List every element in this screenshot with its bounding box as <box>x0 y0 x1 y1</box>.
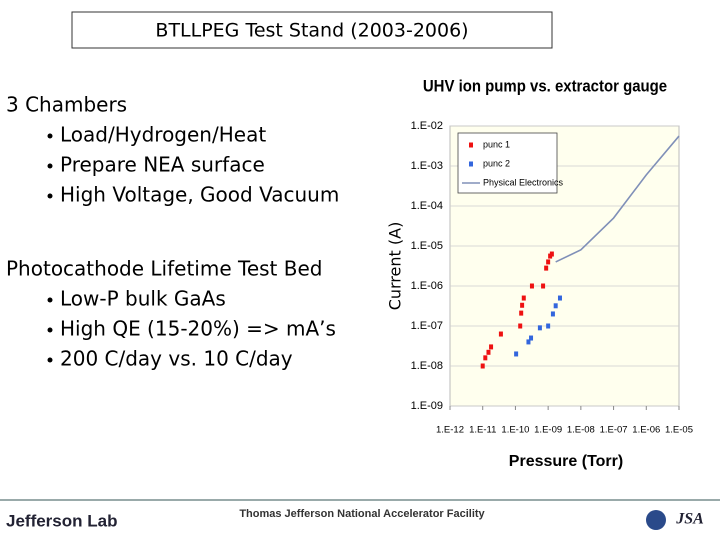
bullet <box>47 357 53 363</box>
footer-right: JSA <box>675 511 704 528</box>
point <box>489 344 494 350</box>
bullet-item: 200 C/day vs. 10 C/day <box>60 347 293 371</box>
point <box>521 295 526 301</box>
bullet <box>47 327 53 333</box>
bullet-item: High QE (15-20%) => mA’s <box>60 317 336 341</box>
point <box>483 355 488 361</box>
footer-left: Jefferson Lab <box>6 511 117 530</box>
point <box>514 351 519 357</box>
bullet-item: Prepare NEA surface <box>60 153 265 177</box>
y-tick-label: 1.E-09 <box>411 400 443 412</box>
point <box>546 323 551 329</box>
slide-title: BTLLPEG Test Stand (2003-2006) <box>155 20 468 42</box>
bullet <box>47 193 53 199</box>
x-tick-label: 1.E-06 <box>632 425 660 436</box>
block-heading: Photocathode Lifetime Test Bed <box>6 257 322 281</box>
bullet-item: High Voltage, Good Vacuum <box>60 183 339 207</box>
point <box>519 310 524 316</box>
point <box>550 311 555 317</box>
point <box>518 323 523 329</box>
footer-center: Thomas Jefferson National Accelerator Fa… <box>239 508 485 520</box>
x-tick-label: 1.E-11 <box>469 425 496 436</box>
bullet <box>47 133 53 139</box>
x-axis-label: Pressure (Torr) <box>509 453 623 470</box>
point <box>553 303 558 309</box>
point <box>529 283 534 289</box>
point <box>486 349 491 355</box>
y-tick-label: 1.E-02 <box>411 120 443 132</box>
point <box>498 331 503 337</box>
footer-seal <box>646 510 666 530</box>
title-box <box>71 11 553 49</box>
x-tick-label: 1.E-05 <box>665 425 693 436</box>
bullet-item: Low-P bulk GaAs <box>60 287 226 311</box>
point <box>520 302 525 308</box>
y-tick-label: 1.E-07 <box>411 320 443 332</box>
legend-label: punc 2 <box>483 158 510 168</box>
point <box>546 259 551 265</box>
chart-title: UHV ion pump vs. extractor gauge <box>423 78 667 96</box>
legend-swatch <box>469 142 473 148</box>
legend-swatch <box>469 161 473 167</box>
point <box>541 283 546 289</box>
x-tick-label: 1.E-08 <box>567 425 595 436</box>
block-heading: 3 Chambers <box>6 93 127 117</box>
y-tick-label: 1.E-03 <box>411 160 443 172</box>
legend-label: Physical Electronics <box>483 177 564 187</box>
y-tick-label: 1.E-04 <box>411 200 443 212</box>
point <box>537 325 542 331</box>
bullet-item: Load/Hydrogen/Heat <box>60 123 266 147</box>
line <box>555 135 680 263</box>
point <box>544 265 549 271</box>
x-tick-label: 1.E-09 <box>534 425 562 436</box>
x-tick-label: 1.E-07 <box>600 425 628 436</box>
point <box>557 295 562 301</box>
x-tick-label: 1.E-10 <box>501 425 529 436</box>
point <box>549 251 554 257</box>
y-axis-label: Current (A) <box>386 222 405 311</box>
bullet <box>47 297 53 303</box>
legend-label: punc 1 <box>483 139 510 149</box>
point <box>526 339 531 345</box>
point <box>480 363 485 369</box>
y-tick-label: 1.E-06 <box>411 280 443 292</box>
x-tick-label: 1.E-12 <box>436 425 464 436</box>
point <box>529 335 534 341</box>
y-tick-label: 1.E-08 <box>411 360 443 372</box>
bullet <box>47 163 53 169</box>
y-tick-label: 1.E-05 <box>411 240 443 252</box>
